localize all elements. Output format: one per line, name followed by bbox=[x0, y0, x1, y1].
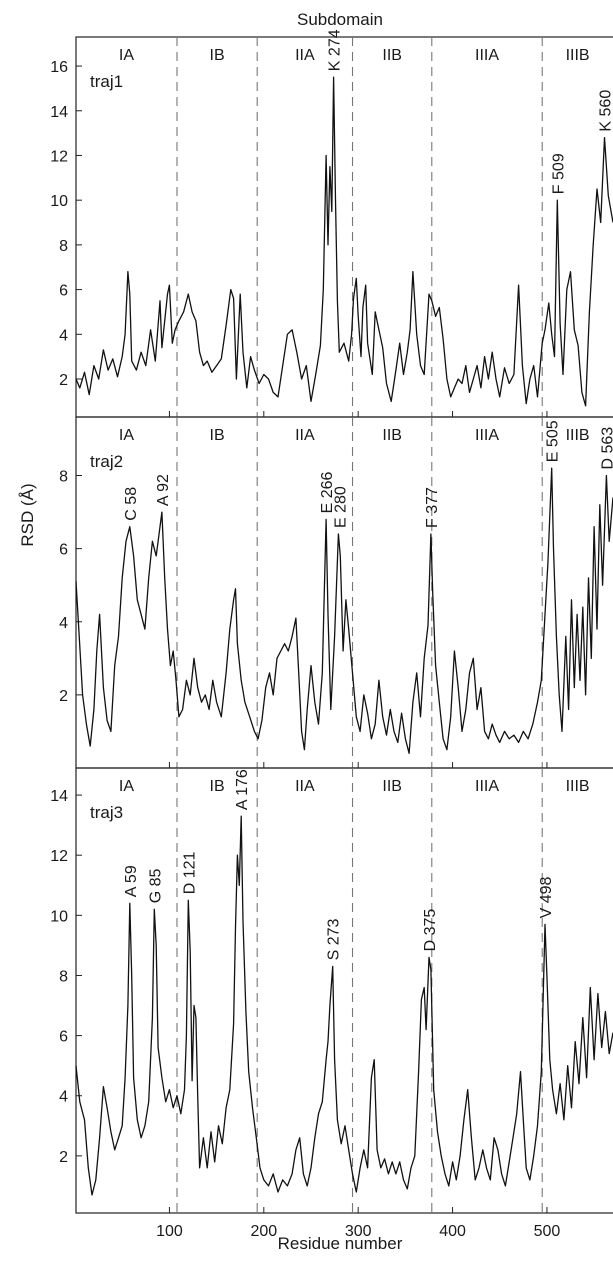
subdomain-label: IA bbox=[119, 47, 134, 64]
panel-name-traj2: traj2 bbox=[90, 452, 123, 471]
peak-annotation: F 509 bbox=[550, 153, 567, 194]
peak-annotation: E 280 bbox=[332, 486, 349, 528]
subdomain-label: IIIB bbox=[566, 778, 590, 795]
subdomain-label: IA bbox=[119, 778, 134, 795]
subdomain-label: IB bbox=[210, 47, 225, 64]
panel-traj1: IA IB IIA IIB IIIA IIIB 2 4 6 8 10 12 14 16 traj1 K 274… bbox=[50, 29, 613, 418]
x-axis-title: Residue number bbox=[278, 1234, 403, 1253]
subdomain-label: IIIA bbox=[475, 427, 499, 444]
y-tick-label: 10 bbox=[50, 908, 68, 925]
panels-group: IA IB IIA IIB IIIA IIIB 2 4 6 8 10 12 14 16 traj1 K 274… bbox=[50, 29, 613, 1240]
y-tick-label: 4 bbox=[59, 327, 68, 344]
y-tick-label: 6 bbox=[59, 283, 68, 300]
subdomain-label: IIA bbox=[295, 47, 315, 64]
peak-annotation: V 498 bbox=[538, 876, 555, 918]
series-line-traj1 bbox=[75, 76, 613, 407]
peak-annotation: A 92 bbox=[155, 474, 172, 506]
peak-annotation: A 176 bbox=[234, 769, 251, 810]
y-axis-title: RSD (Å) bbox=[18, 483, 37, 546]
subdomain-label: IIB bbox=[382, 778, 402, 795]
y-tick-label: 12 bbox=[50, 848, 68, 865]
chart-title: Subdomain bbox=[297, 10, 383, 29]
x-tick-label: 200 bbox=[250, 1223, 277, 1240]
y-tick-label: 6 bbox=[59, 1029, 68, 1046]
x-tick-label: 500 bbox=[534, 1223, 561, 1240]
x-tick-label: 100 bbox=[156, 1223, 183, 1240]
panel-traj3: IA IB IIA IIB IIIA IIIB 2 4 6 8 10 12 14 traj3 A 59 G 8… bbox=[50, 767, 613, 1214]
y-tick-label: 16 bbox=[50, 59, 68, 76]
peak-annotation: D 121 bbox=[181, 852, 198, 895]
peak-annotation: K 560 bbox=[598, 90, 613, 132]
y-tick-label: 8 bbox=[59, 238, 68, 255]
y-tick-label: 8 bbox=[59, 968, 68, 985]
panel-frame bbox=[75, 36, 613, 418]
y-tick-label: 2 bbox=[59, 1149, 68, 1166]
panel-frame bbox=[75, 767, 613, 1214]
subdomain-label: IIB bbox=[382, 427, 402, 444]
peak-annotation: D 563 bbox=[599, 427, 613, 470]
peak-annotation: G 85 bbox=[147, 869, 164, 904]
y-tick-label: 4 bbox=[59, 1089, 68, 1106]
series-line-traj2 bbox=[75, 467, 613, 755]
y-tick-label: 12 bbox=[50, 148, 68, 165]
y-tick-label: 10 bbox=[50, 193, 68, 210]
peak-annotation: F 377 bbox=[424, 487, 441, 528]
y-tick-label: 14 bbox=[50, 104, 68, 121]
subdomain-label: IB bbox=[210, 778, 225, 795]
y-tick-label: 14 bbox=[50, 788, 68, 805]
peak-annotation: S 273 bbox=[326, 918, 343, 960]
x-tick-label: 400 bbox=[439, 1223, 466, 1240]
peak-annotation: E 505 bbox=[545, 420, 562, 462]
y-tick-label: 4 bbox=[59, 615, 68, 632]
x-tick-label: 300 bbox=[345, 1223, 372, 1240]
subdomain-label: IIIA bbox=[475, 778, 499, 795]
y-tick-label: 2 bbox=[59, 688, 68, 705]
y-tick-label: 6 bbox=[59, 542, 68, 559]
peak-annotation: K 274 bbox=[327, 29, 344, 71]
subdomain-label: IB bbox=[210, 427, 225, 444]
subdomain-label: IIIB bbox=[566, 47, 590, 64]
peak-annotation: C 58 bbox=[123, 487, 140, 521]
panel-name-traj3: traj3 bbox=[90, 803, 123, 822]
peak-annotation: A 59 bbox=[123, 865, 140, 897]
y-tick-label: 2 bbox=[59, 372, 68, 389]
subdomain-label: IIA bbox=[295, 427, 315, 444]
subdomain-label: IA bbox=[119, 427, 134, 444]
y-tick-label: 8 bbox=[59, 469, 68, 486]
panel-frame bbox=[75, 416, 613, 769]
subdomain-label: IIIA bbox=[475, 47, 499, 64]
subdomain-label: IIIB bbox=[566, 427, 590, 444]
subdomain-label: IIA bbox=[295, 778, 315, 795]
series-line-traj3 bbox=[75, 815, 613, 1196]
peak-annotation: E 266 bbox=[319, 471, 336, 513]
peak-annotation: D 375 bbox=[422, 909, 439, 952]
subdomain-label: IIB bbox=[382, 47, 402, 64]
panel-name-traj1: traj1 bbox=[90, 72, 123, 91]
